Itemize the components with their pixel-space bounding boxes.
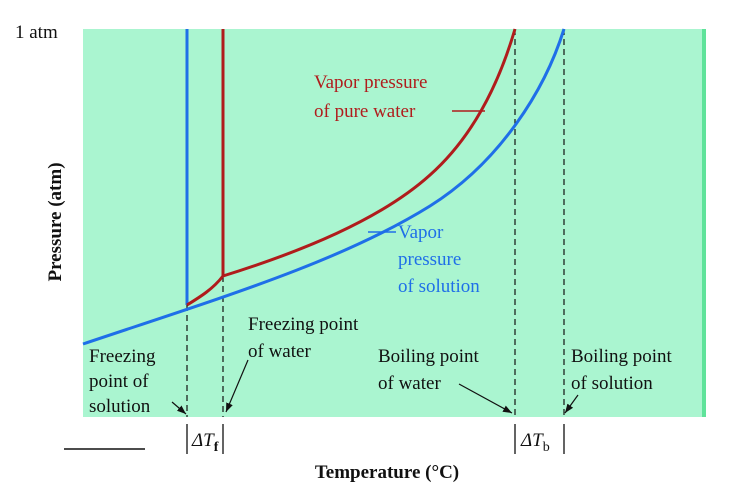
fp-water-label: Freezing point of water: [248, 314, 363, 362]
delta-tf-label: ΔTf: [191, 430, 219, 455]
fp-water-arrow: [225, 359, 249, 413]
pure-water-label: Vapor pressure of pure water: [314, 72, 432, 122]
water-vapor-pressure-curve: [222, 28, 517, 278]
solution-vapor-pressure-curve: [82, 28, 566, 346]
fp-solution-arrow: [171, 401, 187, 415]
water-sublimation-curve: [186, 275, 225, 307]
delta-tb-label: ΔTb: [520, 430, 550, 455]
bp-solution-arrow: [564, 394, 579, 414]
solution-label: Vapor pressure of solution: [398, 222, 480, 297]
bp-solution-label: Boiling point of solution: [571, 346, 677, 394]
plot-right-edge: [702, 29, 706, 417]
top-pressure-label: 1 atm: [15, 22, 58, 43]
fp-solution-label: Freezing point of solution: [89, 346, 160, 417]
bp-water-arrow: [458, 383, 513, 414]
y-axis-label: Pressure (atm): [45, 162, 66, 281]
bp-water-label: Boiling point of water: [378, 346, 484, 394]
x-axis-label: Temperature (°C): [315, 462, 459, 483]
